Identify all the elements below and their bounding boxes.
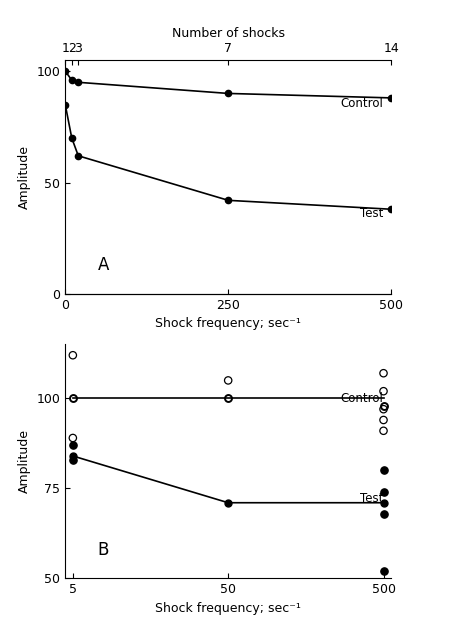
Point [69, 350, 76, 360]
Text: A: A [98, 257, 109, 274]
Y-axis label: Amplitude: Amplitude [18, 145, 31, 209]
Text: Test: Test [360, 492, 383, 505]
Point [69, 440, 76, 450]
Point [380, 386, 387, 396]
Point [69, 454, 76, 465]
Point [380, 415, 387, 425]
Point [380, 404, 387, 414]
Point [380, 487, 387, 497]
X-axis label: Number of shocks: Number of shocks [172, 27, 285, 40]
Point [380, 465, 387, 475]
Point [380, 566, 387, 576]
Text: B: B [98, 541, 109, 559]
Text: Control: Control [340, 97, 383, 110]
Point [69, 433, 76, 443]
Point [380, 368, 387, 379]
Point [380, 509, 387, 519]
X-axis label: Shock frequency; sec⁻¹: Shock frequency; sec⁻¹ [155, 602, 302, 615]
Y-axis label: Amplitude: Amplitude [18, 429, 31, 494]
Point [225, 375, 232, 386]
X-axis label: Shock frequency; sec⁻¹: Shock frequency; sec⁻¹ [155, 317, 302, 331]
Text: Test: Test [360, 207, 383, 220]
Text: Control: Control [340, 392, 383, 404]
Point [380, 426, 387, 436]
